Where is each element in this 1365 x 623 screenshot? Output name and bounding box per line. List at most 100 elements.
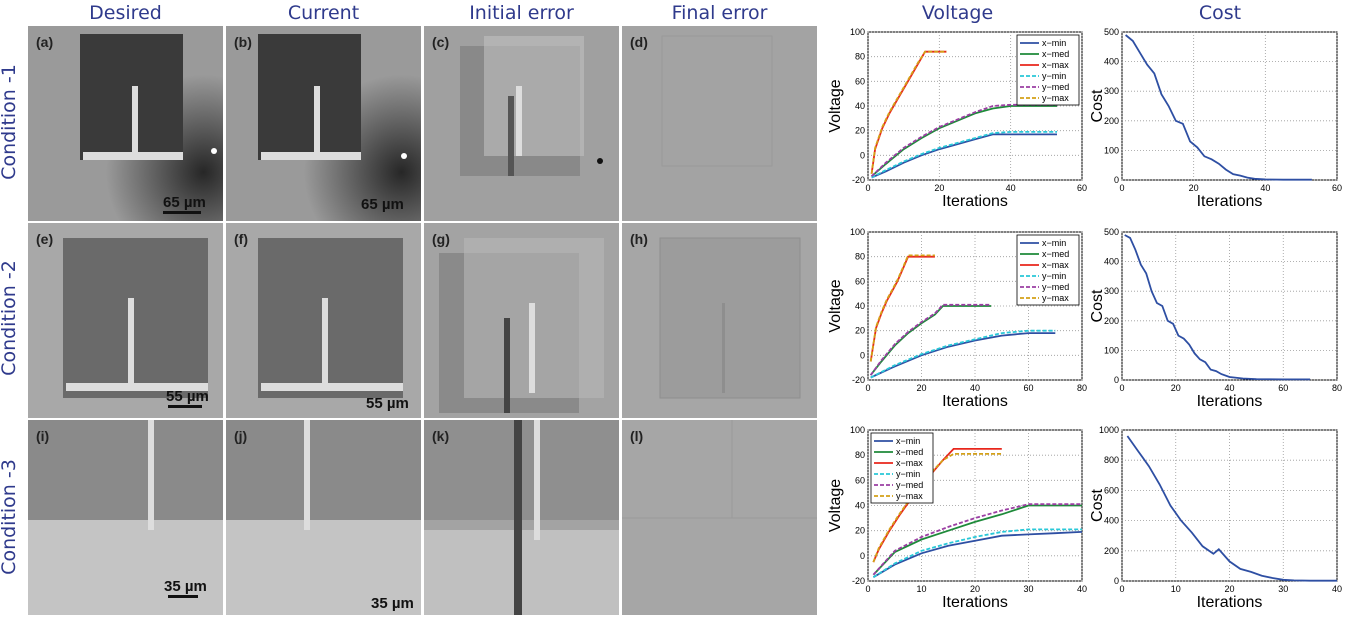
y-tick-label: 100 <box>1104 345 1119 355</box>
legend-label: y−med <box>896 480 923 490</box>
legend-box <box>1016 234 1080 306</box>
x-tick-label: 20 <box>1189 183 1199 193</box>
legend-label: y−max <box>1042 293 1069 303</box>
x-tick-label: 10 <box>1171 584 1181 594</box>
x-tick-label: 0 <box>865 383 870 393</box>
y-tick-label: 400 <box>1104 57 1119 67</box>
scale-label: 35 µm <box>164 578 207 595</box>
panel-label: (i) <box>36 428 50 444</box>
micrograph-desired-3: (i) 35 µm <box>28 420 223 615</box>
col-header-initial-error: Initial error <box>469 2 574 24</box>
x-tick-label: 0 <box>865 584 870 594</box>
y-tick-label: -20 <box>852 576 865 586</box>
y-tick-label: 300 <box>1104 86 1119 96</box>
scale-bar <box>168 595 198 598</box>
panel-label: (g) <box>432 231 450 247</box>
legend-label: x−max <box>1042 260 1069 270</box>
y-tick-label: 500 <box>1104 27 1119 37</box>
y-tick-label: 0 <box>1114 375 1119 385</box>
y-tick-label: 100 <box>850 425 865 435</box>
y-tick-label: 100 <box>850 227 865 237</box>
legend-box <box>870 432 934 504</box>
x-tick-label: 40 <box>1260 183 1270 193</box>
col-header-current: Current <box>287 2 360 24</box>
x-tick-label: 40 <box>1077 584 1087 594</box>
series-line-ymin <box>872 528 1082 578</box>
x-tick-label: 30 <box>1023 584 1033 594</box>
col-header-cost: Cost <box>1198 2 1242 24</box>
series-line <box>1124 234 1311 381</box>
series-line <box>1125 34 1312 181</box>
cost-chart-2: 0 20 40 60 80 0 100 200 300 400 500 Iterations Cost <box>1090 227 1342 410</box>
y-tick-label: 60 <box>855 475 865 485</box>
x-axis-title: Iterations <box>942 594 1008 611</box>
y-tick-label: 100 <box>850 27 865 37</box>
micrograph-initial-error-1: (c) <box>424 26 619 221</box>
row-header-condition-2: Condition -2 <box>0 260 20 376</box>
micrograph-final-error-1: (d) <box>622 26 817 221</box>
plot-area <box>1121 231 1338 381</box>
y-tick-label: 600 <box>1104 485 1119 495</box>
y-tick-label: 80 <box>855 450 865 460</box>
x-tick-label: 40 <box>1224 383 1234 393</box>
legend-label: x−min <box>896 436 920 446</box>
x-tick-label: 0 <box>1119 584 1124 594</box>
x-tick-label: 0 <box>865 183 870 193</box>
panel-label: (b) <box>234 34 252 50</box>
series-line-xmin <box>871 133 1057 179</box>
legend-label: y−max <box>896 491 923 501</box>
legend-box <box>1016 34 1080 106</box>
y-tick-label: 400 <box>1104 516 1119 526</box>
y-tick-label: 0 <box>1114 175 1119 185</box>
series-line-ymin <box>871 131 1057 179</box>
y-tick-label: -20 <box>852 375 865 385</box>
panel-label: (f) <box>234 231 248 247</box>
series-line-ymed <box>872 503 1082 576</box>
y-tick-label: 20 <box>855 526 865 536</box>
legend-label: x−med <box>1042 249 1069 259</box>
legend-label: y−med <box>1042 82 1069 92</box>
micrograph-current-1: (b) 65 µm <box>226 26 421 221</box>
panel-label: (j) <box>234 428 248 444</box>
y-tick-label: 0 <box>860 350 865 360</box>
x-axis-title: Iterations <box>942 193 1008 210</box>
legend-label: x−min <box>1042 38 1066 48</box>
y-tick-label: 20 <box>855 326 865 336</box>
micrograph-final-error-2: (h) <box>622 223 817 418</box>
voltage-chart-2: 0 20 40 60 80-20020406080100IterationsVoltag… <box>827 227 1087 410</box>
series-line-xmin <box>870 332 1056 379</box>
y-tick-label: 400 <box>1104 257 1119 267</box>
y-tick-label: 1000 <box>1099 425 1119 435</box>
x-tick-label: 60 <box>1023 383 1033 393</box>
y-axis-title: Voltage <box>827 479 844 532</box>
panel-label: (l) <box>630 428 644 444</box>
legend-label: y−min <box>1042 271 1066 281</box>
legend-label: x−min <box>1042 238 1066 248</box>
panel-label: (a) <box>36 34 54 50</box>
y-tick-label: 20 <box>855 126 865 136</box>
y-tick-label: 0 <box>860 150 865 160</box>
legend-label: y−med <box>1042 282 1069 292</box>
x-tick-label: 20 <box>1224 584 1234 594</box>
y-tick-label: 40 <box>855 101 865 111</box>
y-tick-label: 800 <box>1104 455 1119 465</box>
x-tick-label: 0 <box>1119 183 1124 193</box>
x-axis-title: Iterations <box>1197 193 1263 210</box>
x-tick-label: 40 <box>970 383 980 393</box>
row-header-condition-1: Condition -1 <box>0 64 20 180</box>
panel-label: (h) <box>630 231 648 247</box>
series-line-ymin <box>870 329 1056 379</box>
x-axis-title: Iterations <box>1197 594 1263 611</box>
y-axis-title: Cost <box>1090 289 1106 322</box>
legend-label: x−max <box>1042 60 1069 70</box>
x-tick-label: 40 <box>1332 584 1342 594</box>
series-line-xmed <box>871 105 1057 177</box>
y-tick-label: 200 <box>1104 316 1119 326</box>
x-tick-label: 0 <box>1119 383 1124 393</box>
scale-bar <box>163 211 201 214</box>
scale-label: 65 µm <box>361 196 404 213</box>
micrograph-initial-error-3: (k) <box>424 420 619 615</box>
col-header-voltage: Voltage <box>921 2 994 24</box>
col-header-desired: Desired <box>89 2 162 24</box>
